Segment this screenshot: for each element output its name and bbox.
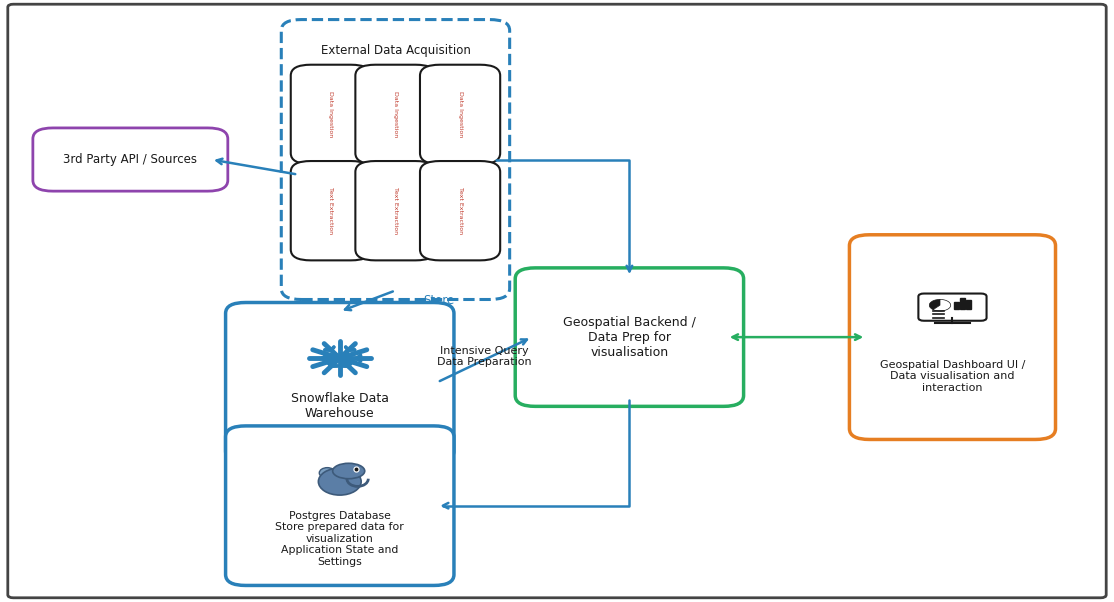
FancyBboxPatch shape <box>849 235 1056 439</box>
FancyBboxPatch shape <box>225 303 455 462</box>
Ellipse shape <box>319 468 361 495</box>
FancyBboxPatch shape <box>33 128 228 191</box>
Text: Intensive Query
Data Preparation: Intensive Query Data Preparation <box>438 346 531 367</box>
Text: Store: Store <box>423 294 455 308</box>
FancyBboxPatch shape <box>291 65 371 164</box>
Text: Data Ingestion: Data Ingestion <box>393 92 398 137</box>
Ellipse shape <box>320 468 335 478</box>
FancyBboxPatch shape <box>355 161 436 260</box>
Bar <box>966 300 971 309</box>
FancyBboxPatch shape <box>225 426 455 585</box>
Bar <box>960 299 965 309</box>
Wedge shape <box>934 299 950 311</box>
Text: 3rd Party API / Sources: 3rd Party API / Sources <box>63 153 197 166</box>
FancyBboxPatch shape <box>281 20 509 299</box>
FancyBboxPatch shape <box>420 65 500 164</box>
FancyBboxPatch shape <box>8 4 1106 598</box>
FancyBboxPatch shape <box>918 294 987 321</box>
FancyBboxPatch shape <box>355 65 436 164</box>
Wedge shape <box>929 299 940 309</box>
Text: Geospatial Dashboard UI /
Data visualisation and
interaction: Geospatial Dashboard UI / Data visualisa… <box>880 359 1025 393</box>
Text: Text Extraction: Text Extraction <box>393 187 398 234</box>
Bar <box>955 302 959 309</box>
Text: External Data Acquisition: External Data Acquisition <box>321 43 470 57</box>
Text: Text Extraction: Text Extraction <box>329 187 333 234</box>
Text: Geospatial Backend /
Data Prep for
visualisation: Geospatial Backend / Data Prep for visua… <box>563 315 696 359</box>
Text: Text Extraction: Text Extraction <box>458 187 462 234</box>
FancyBboxPatch shape <box>420 161 500 260</box>
FancyBboxPatch shape <box>291 161 371 260</box>
Text: Data Ingestion: Data Ingestion <box>458 92 462 137</box>
Text: Data Ingestion: Data Ingestion <box>329 92 333 137</box>
Ellipse shape <box>333 464 364 479</box>
Text: Snowflake Data
Warehouse: Snowflake Data Warehouse <box>291 393 389 420</box>
Text: Postgres Database
Store prepared data for
visualization
Application State and
Se: Postgres Database Store prepared data fo… <box>275 510 404 567</box>
FancyBboxPatch shape <box>515 268 743 406</box>
